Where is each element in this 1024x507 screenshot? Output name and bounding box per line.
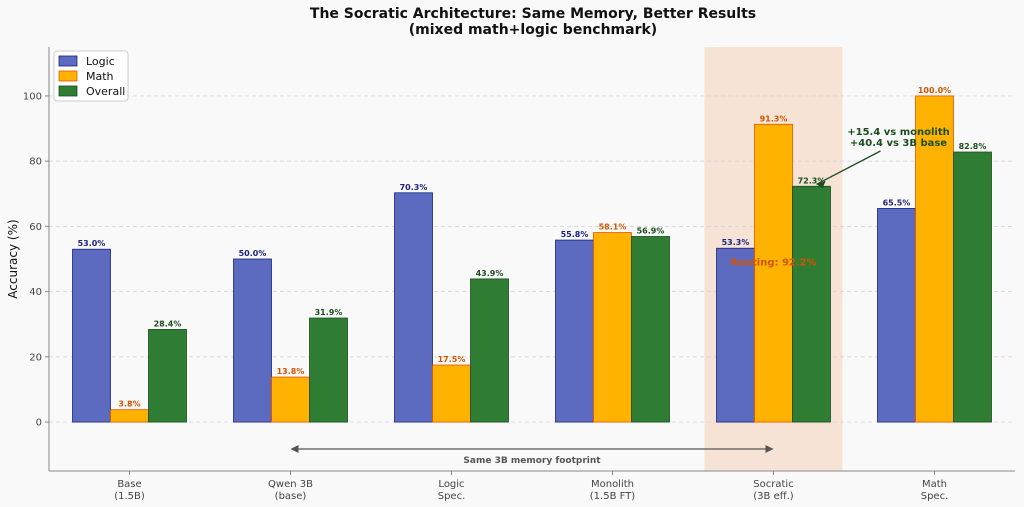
data-label: 100.0% bbox=[918, 86, 951, 95]
x-tick-label: Monolith (1.5B FT) bbox=[590, 479, 636, 502]
bar-math bbox=[754, 123, 793, 423]
data-label: 43.9% bbox=[476, 269, 504, 278]
data-label: 91.3% bbox=[760, 114, 788, 123]
bar-overall bbox=[631, 236, 670, 423]
routing-annotation: Routing: 92.2% bbox=[730, 258, 816, 269]
y-tick-label: 100 bbox=[23, 91, 42, 102]
data-label: 17.5% bbox=[438, 355, 466, 364]
memory-span-label: Same 3B memory footprint bbox=[463, 456, 601, 466]
data-label: 72.3% bbox=[798, 176, 826, 185]
plot-area: 0 20 40 60 80 100 53.0% 50.0% 70.3% 55.8% 53.3% 65.… bbox=[23, 47, 1015, 502]
data-label: 65.5% bbox=[883, 198, 911, 207]
data-label: 31.9% bbox=[315, 308, 343, 317]
x-tick-label: Math Spec. bbox=[921, 479, 949, 502]
data-label: 53.3% bbox=[722, 238, 750, 247]
x-tick-label: Base (1.5B) bbox=[114, 479, 145, 502]
data-label: 55.8% bbox=[561, 230, 589, 239]
bar-math bbox=[432, 364, 471, 423]
data-label: 3.8% bbox=[118, 400, 140, 409]
bar-logic bbox=[72, 248, 111, 423]
bar-overall bbox=[309, 317, 348, 423]
bar-logic bbox=[233, 258, 272, 423]
data-label: 50.0% bbox=[239, 249, 267, 258]
legend-swatch-overall bbox=[58, 85, 78, 97]
y-tick-label: 80 bbox=[29, 157, 42, 168]
legend-swatch-logic bbox=[58, 55, 78, 67]
y-tick-label: 0 bbox=[36, 418, 42, 429]
y-tick-label: 60 bbox=[29, 222, 42, 233]
bar-overall bbox=[148, 329, 187, 423]
x-tick-label: Logic Spec. bbox=[438, 479, 466, 502]
legend-label-overall: Overall bbox=[86, 85, 125, 98]
legend-label-math: Math bbox=[86, 70, 114, 83]
bar-logic bbox=[716, 247, 755, 423]
legend: Logic Math Overall bbox=[53, 50, 129, 102]
data-label: 53.0% bbox=[78, 239, 106, 248]
legend-label-logic: Logic bbox=[86, 55, 115, 68]
arrow-head-right bbox=[765, 445, 774, 453]
bar-math bbox=[271, 376, 310, 423]
bar-overall bbox=[470, 278, 509, 423]
arrow-head-left bbox=[290, 445, 299, 453]
bar-overall bbox=[792, 185, 831, 423]
x-tick-label: Qwen 3B (base) bbox=[268, 479, 313, 502]
data-label: 56.9% bbox=[637, 226, 665, 235]
data-label: 82.8% bbox=[959, 142, 987, 151]
y-tick-label: 20 bbox=[29, 352, 42, 363]
data-label: 70.3% bbox=[400, 183, 428, 192]
chart-subtitle: (mixed math+logic benchmark) bbox=[409, 22, 657, 38]
improvement-arrow bbox=[816, 150, 881, 185]
bar-overall bbox=[953, 151, 992, 423]
y-tick-label: 40 bbox=[29, 287, 42, 298]
bar-logic bbox=[877, 208, 916, 423]
bar-logic bbox=[555, 239, 594, 423]
x-tick-label: Socratic (3B eff.) bbox=[753, 479, 794, 502]
bar-math bbox=[110, 409, 149, 423]
bar-logic bbox=[394, 192, 433, 423]
improvement-annotation: +15.4 vs monolith +40.4 vs 3B base bbox=[847, 127, 950, 149]
data-label: 58.1% bbox=[599, 223, 627, 232]
bar-math bbox=[593, 232, 632, 423]
data-label: 13.8% bbox=[277, 367, 305, 376]
y-axis-label: Accuracy (%) bbox=[6, 219, 20, 298]
legend-swatch-math bbox=[58, 70, 78, 82]
bar-math bbox=[915, 95, 954, 423]
chart-title: The Socratic Architecture: Same Memory, … bbox=[310, 6, 756, 22]
improvement-arrow-head bbox=[816, 181, 826, 189]
data-label: 28.4% bbox=[154, 319, 182, 328]
